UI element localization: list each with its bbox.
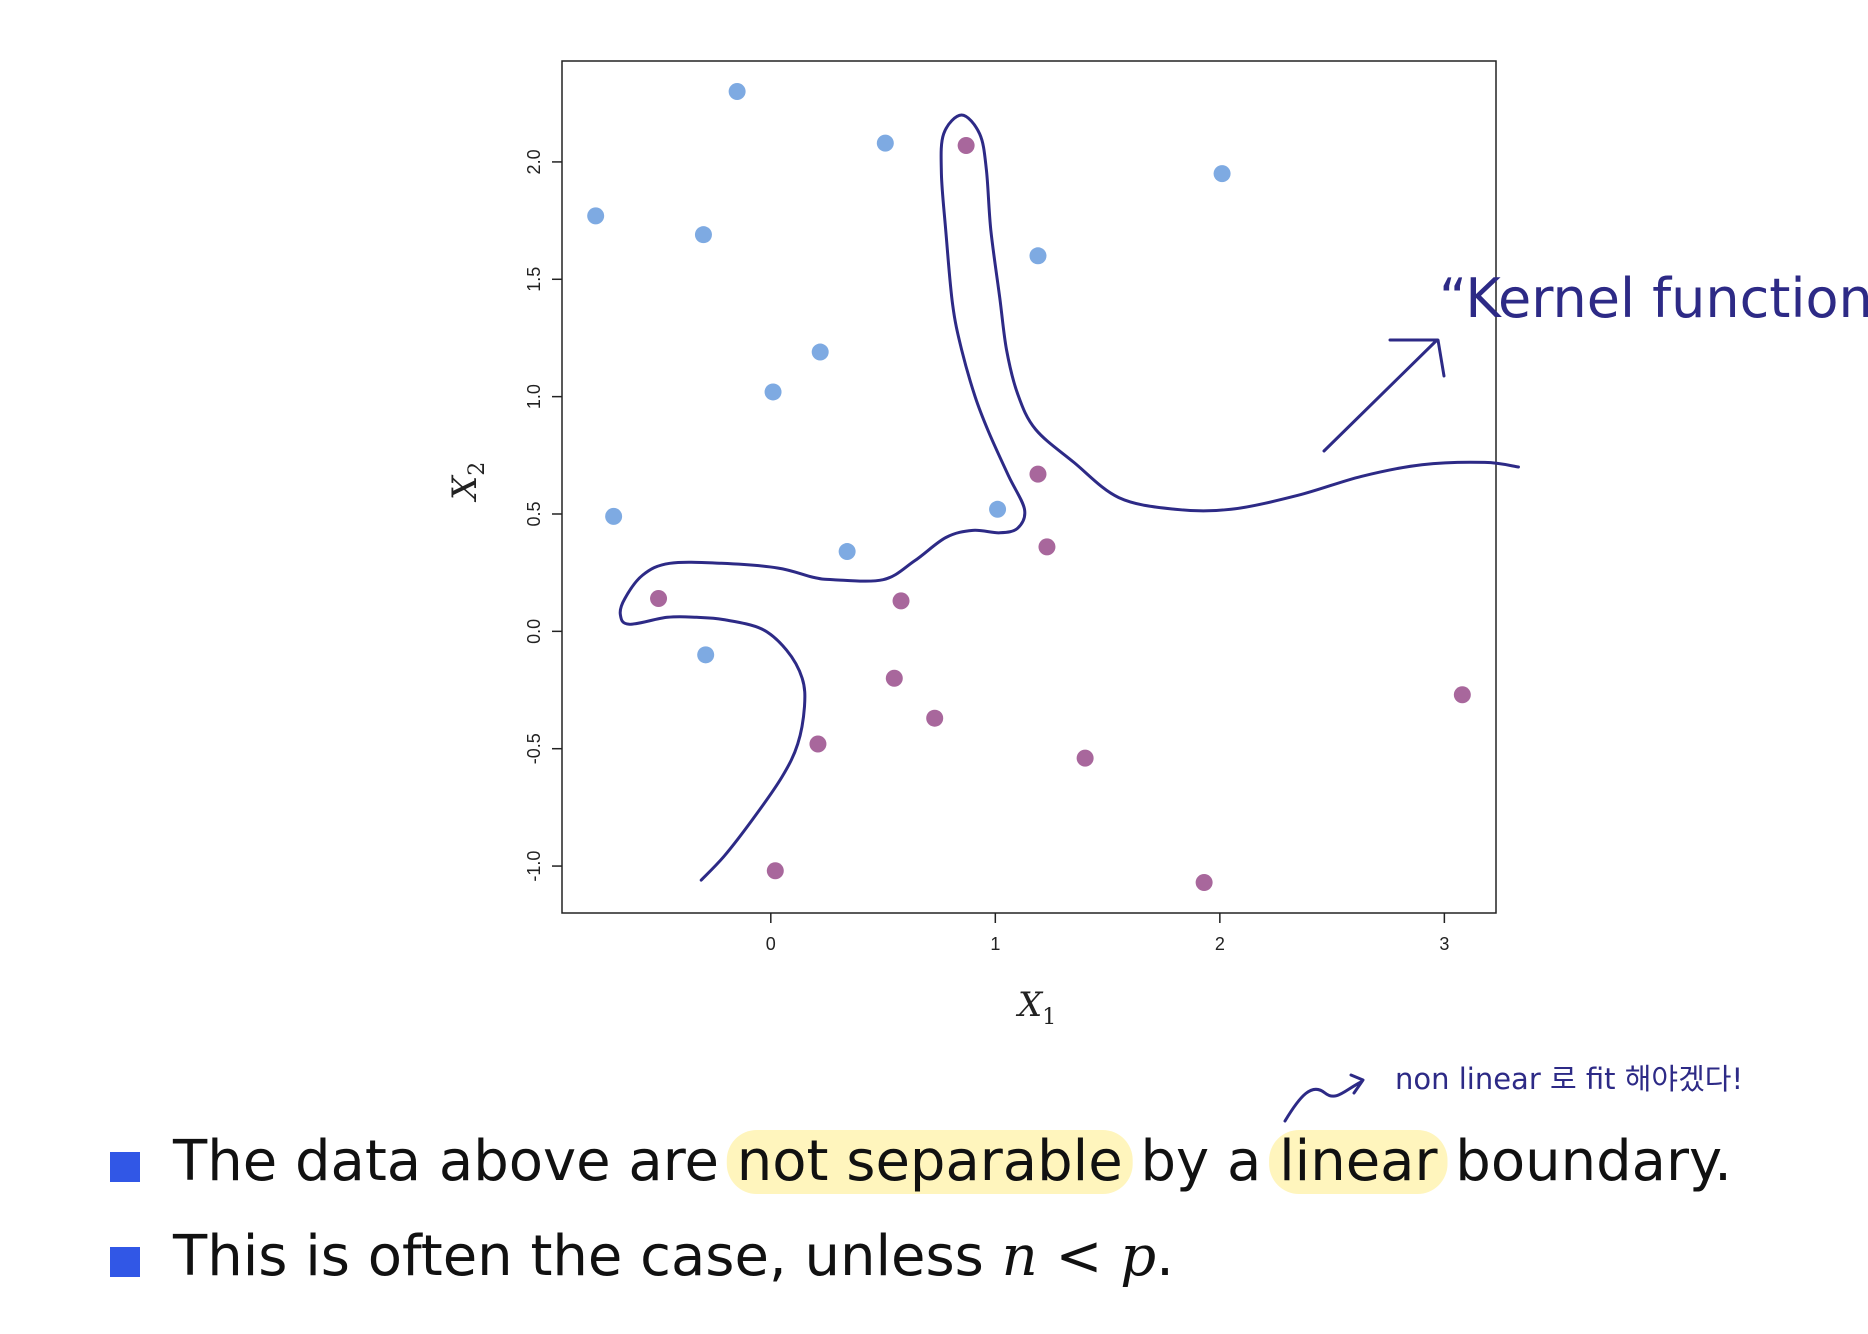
highlight-mark bbox=[1269, 1130, 1448, 1194]
bullet-phrase: p bbox=[1120, 1224, 1156, 1289]
bullet-phrase: boundary. bbox=[1438, 1129, 1732, 1194]
purple-point bbox=[1029, 465, 1047, 483]
purple-point bbox=[957, 136, 975, 154]
blue-point bbox=[694, 226, 712, 244]
bullet-text-segment: p bbox=[1120, 1224, 1156, 1289]
blue-point bbox=[764, 383, 782, 401]
blue-point bbox=[989, 500, 1007, 518]
blue-point bbox=[876, 134, 894, 152]
blue-point bbox=[587, 207, 605, 225]
kernel-function-annotation: “Kernel function” bbox=[1322, 267, 1868, 453]
y-axis-title: X2 bbox=[445, 462, 490, 503]
bullet-phrase: This is often the case, unless bbox=[172, 1224, 1002, 1289]
x-axis-title: X1 bbox=[1015, 985, 1056, 1030]
purple-point bbox=[1076, 749, 1094, 767]
plot-frame bbox=[561, 60, 1497, 914]
purple-point bbox=[809, 735, 827, 753]
purple-point bbox=[1195, 873, 1213, 891]
bullet-text-segment: n bbox=[1002, 1224, 1038, 1289]
bullet-text-segment: not separable bbox=[737, 1129, 1123, 1194]
bullet-phrase: . bbox=[1156, 1224, 1174, 1289]
kernel-function-label: “Kernel function” bbox=[1439, 267, 1868, 330]
y-axis: -1.0 -0.5 0.0 0.5 1.0 1.5 2.0 bbox=[524, 149, 562, 882]
y-tick-label: -1.0 bbox=[524, 851, 544, 882]
bullet-square-icon bbox=[110, 1247, 140, 1277]
x-axis: 0 1 2 3 bbox=[766, 913, 1449, 954]
bullet-text-segment: The data above are bbox=[172, 1129, 737, 1194]
y-tick-label: 0.5 bbox=[524, 501, 544, 526]
bullet-text-segment: by a bbox=[1123, 1129, 1279, 1194]
blue-point bbox=[697, 646, 715, 664]
bullet-text-segment: . bbox=[1156, 1224, 1174, 1289]
squiggle-arrow-icon bbox=[1283, 1073, 1365, 1123]
highlight-mark bbox=[726, 1130, 1133, 1194]
purple-point bbox=[885, 669, 903, 687]
purple-point bbox=[926, 709, 944, 727]
bullet-phrase: by a bbox=[1123, 1129, 1279, 1194]
purple-point bbox=[1038, 538, 1056, 556]
nonlinear-boundary-curve bbox=[618, 113, 1520, 882]
bullet-text-segment: linear bbox=[1279, 1129, 1438, 1194]
nonlinear-note-label: non linear 로 fit 해야겠다! bbox=[1395, 1062, 1743, 1096]
nonlinear-note: non linear 로 fit 해야겠다! bbox=[1283, 1062, 1743, 1123]
bullet-phrase: < bbox=[1038, 1224, 1121, 1289]
y-tick-label: 0.0 bbox=[524, 619, 544, 644]
purple-point bbox=[1453, 686, 1471, 704]
purple-point bbox=[650, 589, 668, 607]
blue-point bbox=[605, 507, 623, 525]
purple-point bbox=[892, 592, 910, 610]
highlighted-phrase: not separable bbox=[726, 1129, 1133, 1194]
bullet-text-segment: This is often the case, unless bbox=[172, 1224, 1002, 1289]
bullet-list: The data above are not separable by a li… bbox=[110, 1129, 1732, 1289]
blue-point bbox=[1029, 247, 1047, 265]
x-tick-label: 2 bbox=[1215, 934, 1225, 954]
blue-point bbox=[838, 543, 856, 561]
blue-point bbox=[728, 83, 746, 101]
bullet-text-segment: < bbox=[1038, 1224, 1121, 1289]
data-points bbox=[587, 83, 1471, 891]
bullet-phrase: The data above are bbox=[172, 1129, 737, 1194]
y-tick-label: 1.5 bbox=[524, 267, 544, 292]
x-tick-label: 3 bbox=[1439, 934, 1449, 954]
blue-point bbox=[1213, 165, 1231, 183]
y-tick-label: 1.0 bbox=[524, 384, 544, 409]
x-tick-label: 0 bbox=[766, 934, 776, 954]
bullet-text-segment: boundary. bbox=[1438, 1129, 1732, 1194]
scatter-plot: 0 1 2 3 -1.0 -0.5 0.0 0.5 1.0 1.5 2.0 X1 X2 bbox=[445, 60, 1520, 1030]
blue-point bbox=[811, 343, 829, 361]
bullet-square-icon bbox=[110, 1152, 140, 1182]
purple-point bbox=[766, 862, 784, 880]
x-tick-label: 1 bbox=[990, 934, 1000, 954]
kernel-arrow-icon bbox=[1322, 338, 1446, 453]
highlighted-phrase: linear bbox=[1269, 1129, 1448, 1194]
y-tick-label: 2.0 bbox=[524, 149, 544, 174]
bullet-phrase: n bbox=[1002, 1224, 1038, 1289]
y-tick-label: -0.5 bbox=[524, 733, 544, 764]
